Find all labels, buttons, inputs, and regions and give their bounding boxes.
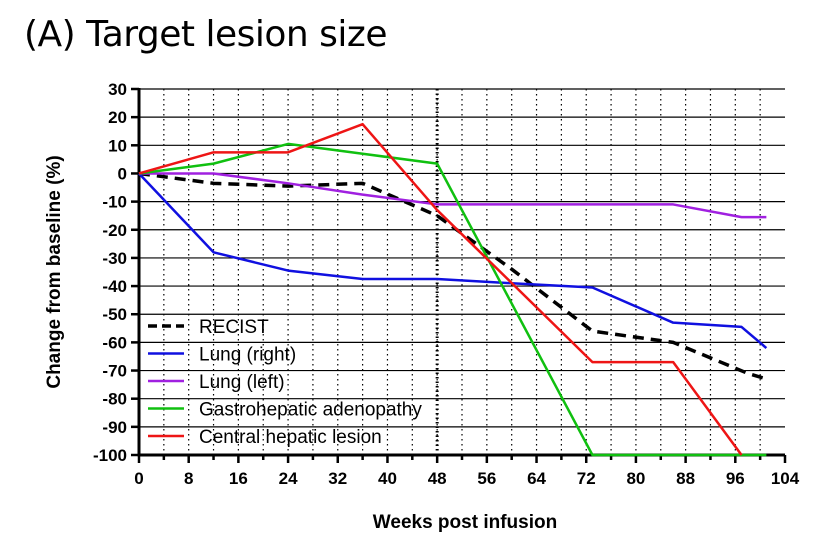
y-tick-label: -30	[102, 249, 127, 268]
x-tick-label: 16	[229, 469, 248, 488]
x-tick-label: 32	[328, 469, 347, 488]
y-tick-label: -80	[102, 390, 127, 409]
series-line-lung-right	[138, 172, 768, 349]
x-tick-label: 0	[134, 469, 143, 488]
series-line-recist	[138, 171, 767, 381]
chart-title: (A) Target lesion size	[24, 14, 387, 55]
y-tick-label: -70	[102, 362, 127, 381]
grid	[139, 88, 785, 455]
legend-label-lung-left: Lung (left)	[199, 372, 285, 393]
y-tick-label: -100	[93, 446, 127, 465]
y-tick-label: 30	[108, 80, 127, 99]
legend-label-lung-right: Lung (right)	[199, 345, 296, 366]
legend-label-central-hepatic-lesion: Central hepatic lesion	[199, 427, 382, 448]
x-tick-label: 8	[184, 469, 193, 488]
series-line-gastrohepatic-adenopathy	[138, 142, 767, 457]
x-tick-label: 72	[577, 469, 596, 488]
y-tick-label: -40	[102, 277, 127, 296]
y-tick-label: -60	[102, 333, 127, 352]
y-tick-labels: 30 20 10 0 -10 -20 -30 -40 -50 -60 -70 -80 -90 -100	[93, 80, 127, 465]
x-tick-label: 88	[676, 469, 695, 488]
y-tick-label: -10	[102, 193, 127, 212]
legend: RECIST Lung (right) Lung (left) Gastrohepat…	[148, 317, 422, 448]
y-tick-label: -50	[102, 305, 127, 324]
x-tick-label: 96	[726, 469, 745, 488]
x-tick-label: 80	[626, 469, 645, 488]
series-lines	[138, 122, 768, 457]
series-line-lung-left	[139, 172, 767, 219]
x-tick-label: 48	[428, 469, 447, 488]
y-tick-label: 10	[108, 136, 127, 155]
y-tick-label: -20	[102, 221, 127, 240]
y-axis-label: Change from baseline (%)	[44, 155, 65, 388]
y-tick-label: 20	[108, 108, 127, 127]
x-tick-label: 40	[378, 469, 397, 488]
x-axis-label: Weeks post infusion	[373, 512, 557, 533]
x-tick-label: 104	[771, 469, 800, 488]
y-tick-label: 0	[118, 164, 127, 183]
x-tick-label: 24	[279, 469, 298, 488]
x-tick-label: 64	[527, 469, 546, 488]
legend-label-gastrohepatic-adenopathy: Gastrohepatic adenopathy	[199, 400, 422, 421]
x-tick-labels: 0 8 16 24 32 40 48 56 64 72 80 88 96 104	[134, 469, 799, 488]
y-tick-label: -90	[102, 418, 127, 437]
x-tick-label: 56	[477, 469, 496, 488]
series-line-central-hepatic-lesion	[138, 122, 743, 456]
legend-label-recist: RECIST	[199, 317, 269, 338]
